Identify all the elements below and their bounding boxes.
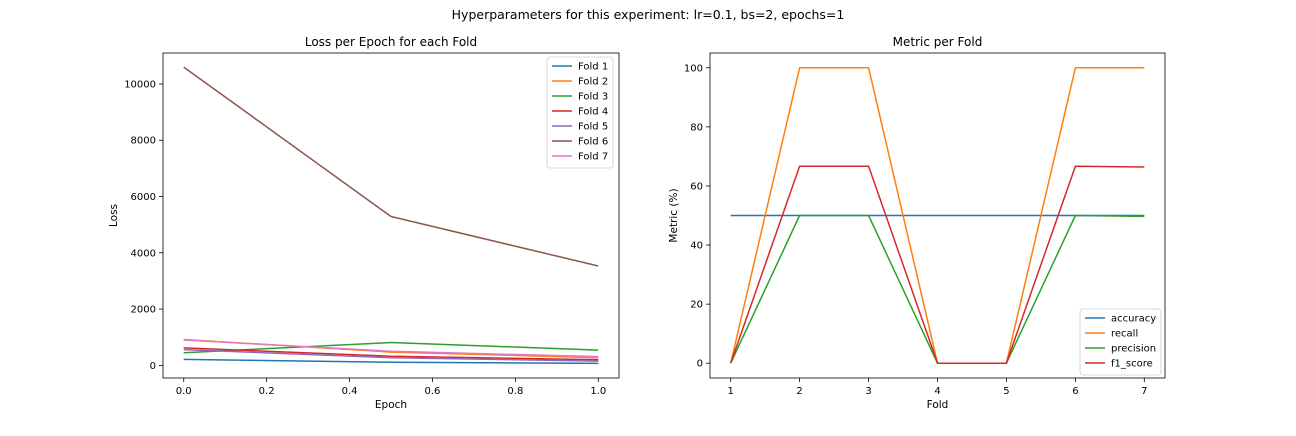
legend-box [1079, 308, 1162, 376]
y-tick-label: 4000 [131, 248, 156, 259]
legend-label: Fold 7 [578, 152, 608, 163]
legend-label: Fold 2 [578, 77, 608, 88]
x-tick-label: 1 [727, 386, 733, 397]
figure-suptitle: Hyperparameters for this experiment: lr=… [452, 7, 845, 22]
legend-label: Fold 4 [578, 107, 608, 118]
x-tick-label: 0.4 [342, 386, 358, 397]
x-tick-label: 0.8 [507, 386, 523, 397]
legend-label: f1_score [1111, 359, 1153, 370]
series-line-fold-3 [183, 341, 599, 354]
x-tick-label: 6 [1072, 386, 1078, 397]
plot-frame [162, 52, 620, 379]
legend-label: recall [1111, 329, 1138, 340]
y-tick-label: 100 [684, 63, 703, 74]
y-tick-label: 2000 [131, 305, 156, 316]
x-axis-label: Fold [927, 399, 949, 411]
x-tick-label: 1.0 [590, 386, 606, 397]
y-axis-label: Metric (%) [668, 188, 680, 242]
y-tick-label: 10000 [124, 79, 156, 90]
legend-label: accuracy [1111, 314, 1156, 325]
legend: Fold 1 Fold 2 Fold 3 Fold 4 Fold 5 Fold 6 Fold… [546, 56, 614, 169]
series-line-f1-score [729, 165, 1145, 364]
chart-1: Loss per Epoch for each Fold 0.0 0.2 0.4 0.6… [108, 35, 620, 411]
series-line-fold-4 [183, 347, 599, 361]
x-axis-label: Epoch [375, 399, 407, 411]
x-tick-label: 2 [796, 386, 802, 397]
y-tick-label: 8000 [131, 136, 156, 147]
legend-label: precision [1111, 344, 1156, 355]
legend-label: Fold 6 [578, 137, 608, 148]
legend-label: Fold 3 [578, 92, 608, 103]
chart-2: Metric per Fold 1 2 3 4 5 6 7 0 20 40 60 80 100 Fold Me… [668, 35, 1166, 411]
y-tick-label: 60 [690, 181, 703, 192]
y-axis-label: Loss [108, 204, 120, 227]
chart-title: Loss per Epoch for each Fold [305, 35, 477, 49]
x-tick-label: 0.6 [425, 386, 441, 397]
x-tick-label: 3 [865, 386, 871, 397]
y-tick-label: 0 [697, 359, 703, 370]
x-tick-label: 0.0 [176, 386, 192, 397]
y-tick-label: 0 [150, 361, 156, 372]
series-line-fold-6 [183, 66, 599, 267]
series-line-fold-7 [183, 339, 599, 358]
legend-label: Fold 1 [578, 62, 608, 73]
y-tick-label: 80 [690, 122, 703, 133]
x-tick-label: 5 [1003, 386, 1009, 397]
legend: accuracy recall precision f1_score [1079, 308, 1162, 376]
y-tick-label: 20 [690, 300, 703, 311]
x-tick-label: 7 [1141, 386, 1147, 397]
y-tick-label: 40 [690, 241, 703, 252]
x-tick-label: 0.2 [259, 386, 275, 397]
series-line-fold-1 [183, 358, 599, 365]
series-line-fold-5 [183, 348, 599, 362]
y-tick-label: 6000 [131, 192, 156, 203]
legend-label: Fold 5 [578, 122, 608, 133]
chart-title: Metric per Fold [893, 35, 983, 49]
x-tick-label: 4 [934, 386, 940, 397]
